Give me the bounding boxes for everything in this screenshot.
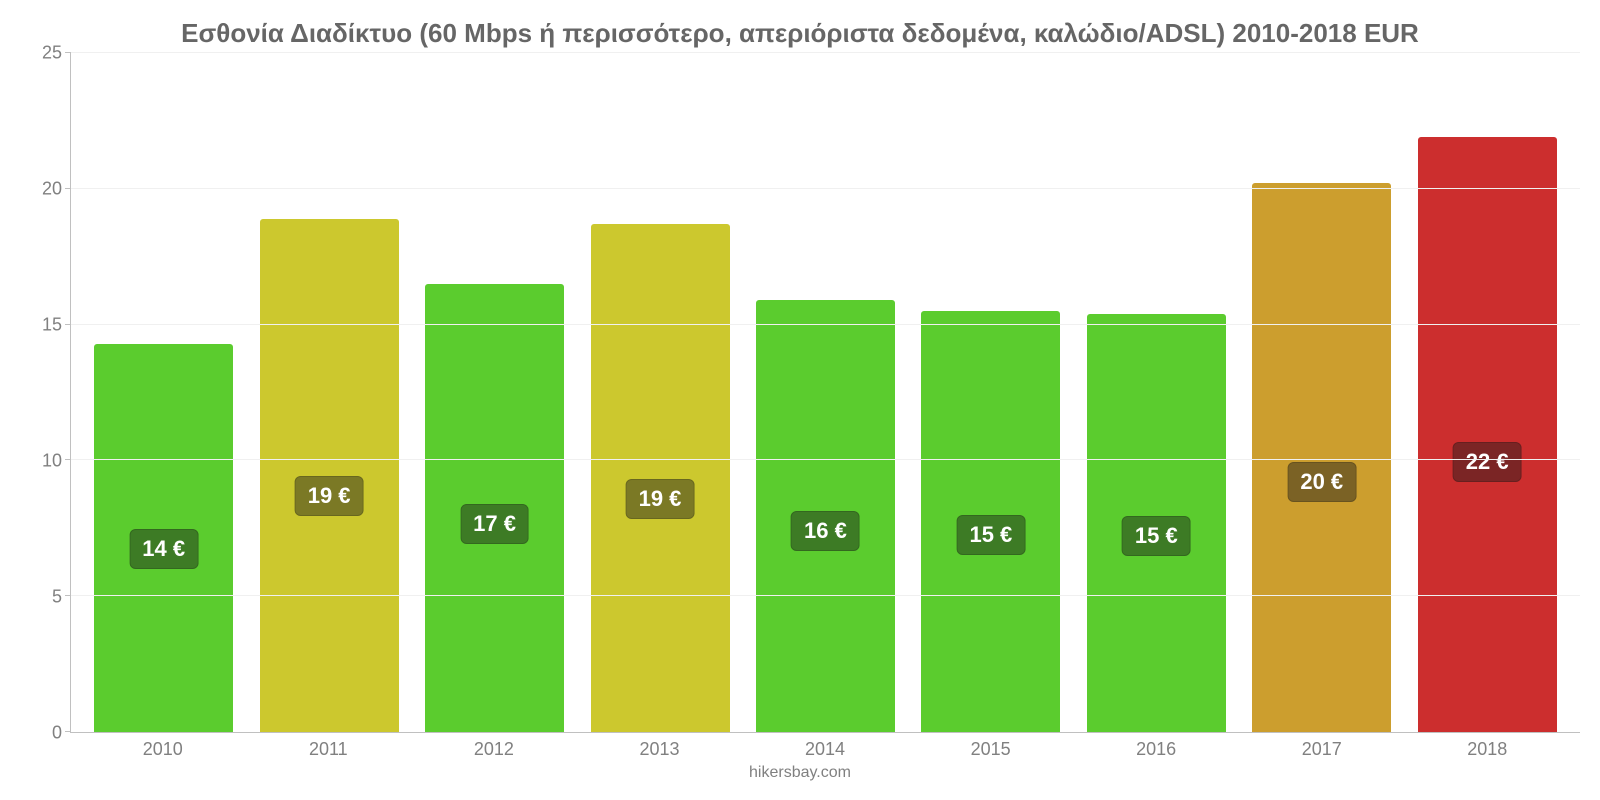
y-tick-mark — [65, 188, 71, 189]
x-tick-label: 2015 — [908, 739, 1074, 760]
x-tick-label: 2018 — [1405, 739, 1571, 760]
bar-value-label: 16 € — [791, 511, 860, 551]
y-tick-label: 20 — [42, 179, 62, 200]
y-tick-mark — [65, 459, 71, 460]
bar-value-label: 19 € — [626, 479, 695, 519]
y-tick-mark — [65, 595, 71, 596]
bar-slot: 22 € — [1405, 53, 1570, 732]
y-tick-mark — [65, 324, 71, 325]
bar-value-label: 17 € — [460, 504, 529, 544]
y-tick-label: 0 — [52, 723, 62, 744]
bar-slot: 14 € — [81, 53, 246, 732]
plot-area: 14 € 19 € 17 € 19 € 16 € 15 € 15 € 20 € 22 € — [70, 53, 1580, 733]
bar: 19 € — [260, 219, 399, 732]
bar-slot: 15 € — [908, 53, 1073, 732]
bar-chart: Εσθονία Διαδίκτυο (60 Mbps ή περισσότερο… — [0, 0, 1600, 800]
gridline — [71, 324, 1580, 325]
bar-slot: 19 € — [577, 53, 742, 732]
bar-value-label: 15 € — [956, 515, 1025, 555]
x-tick-label: 2012 — [411, 739, 577, 760]
bar-value-label: 22 € — [1453, 442, 1522, 482]
gridline — [71, 52, 1580, 53]
y-tick-label: 25 — [42, 43, 62, 64]
x-tick-label: 2010 — [80, 739, 246, 760]
bar: 14 € — [94, 344, 233, 732]
bar: 15 € — [921, 311, 1060, 732]
x-tick-label: 2016 — [1073, 739, 1239, 760]
bar: 20 € — [1252, 183, 1391, 732]
x-tick-label: 2014 — [742, 739, 908, 760]
bar: 17 € — [425, 284, 564, 732]
bar: 19 € — [591, 224, 730, 732]
x-axis: 201020112012201320142015201620172018 — [20, 733, 1580, 760]
bar-slot: 15 € — [1074, 53, 1239, 732]
y-tick-label: 15 — [42, 315, 62, 336]
bar: 22 € — [1418, 137, 1557, 732]
bar-value-label: 15 € — [1122, 516, 1191, 556]
y-tick-label: 10 — [42, 451, 62, 472]
bar-slot: 17 € — [412, 53, 577, 732]
bar-slot: 20 € — [1239, 53, 1404, 732]
gridline — [71, 595, 1580, 596]
bar-slot: 16 € — [743, 53, 908, 732]
y-axis: 0510152025 — [20, 53, 70, 733]
gridline — [71, 459, 1580, 460]
bar-value-label: 14 € — [129, 529, 198, 569]
bar-value-label: 20 € — [1287, 462, 1356, 502]
bar-value-label: 19 € — [295, 476, 364, 516]
y-tick-mark — [65, 52, 71, 53]
x-tick-label: 2011 — [246, 739, 412, 760]
y-tick-mark — [65, 731, 71, 732]
gridline — [71, 188, 1580, 189]
bar: 16 € — [756, 300, 895, 732]
x-tick-label: 2017 — [1239, 739, 1405, 760]
bars-container: 14 € 19 € 17 € 19 € 16 € 15 € 15 € 20 € 22 € — [71, 53, 1580, 732]
bar-slot: 19 € — [246, 53, 411, 732]
plot-row: 0510152025 14 €19 €17 €19 €16 €15 €15 €2… — [20, 53, 1580, 733]
chart-title: Εσθονία Διαδίκτυο (60 Mbps ή περισσότερο… — [20, 18, 1580, 49]
y-tick-label: 5 — [52, 587, 62, 608]
x-tick-label: 2013 — [577, 739, 743, 760]
bar: 15 € — [1087, 314, 1226, 732]
attribution: hikersbay.com — [20, 764, 1580, 782]
